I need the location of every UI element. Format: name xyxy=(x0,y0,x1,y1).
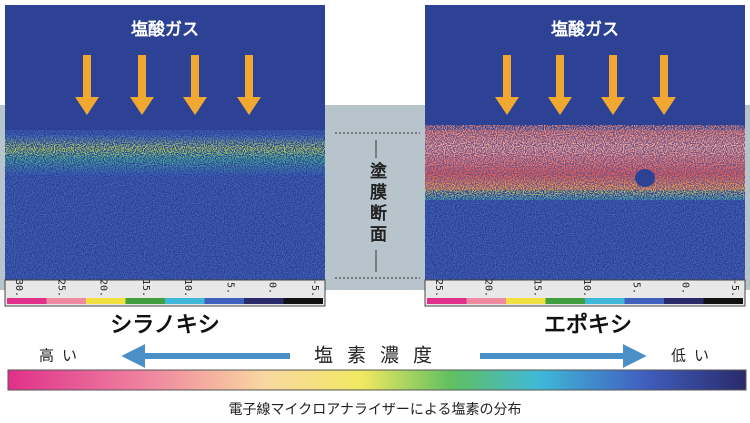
page: 塗膜断面 塩酸ガス 塩酸ガス シラノキシ エポキシ 高い 塩素濃度 低い 電子線… xyxy=(0,0,750,423)
scale-strip xyxy=(467,298,507,304)
scale-strip xyxy=(284,298,324,304)
scale-label: 20. xyxy=(482,279,493,297)
scale-strip xyxy=(427,298,467,304)
scale-strip xyxy=(205,298,245,304)
scale-strip xyxy=(625,298,665,304)
scale-label: 15. xyxy=(140,279,151,297)
legend-arrow xyxy=(128,349,290,363)
scale-strip xyxy=(704,298,744,304)
legend-low: 低い xyxy=(671,347,717,365)
scale-strip xyxy=(126,298,166,304)
legend-title: 塩素濃度 xyxy=(314,345,446,367)
scale-label: 5. xyxy=(224,282,235,294)
legend-arrow xyxy=(480,349,640,363)
scale-label: 20. xyxy=(98,279,109,297)
scale-label: -5. xyxy=(309,279,320,297)
scale-label: 15. xyxy=(532,279,543,297)
scale-label: 10. xyxy=(581,279,592,297)
gas-label: 塩酸ガス xyxy=(551,19,619,40)
panel-name: エポキシ xyxy=(544,312,632,338)
scale-label: 0. xyxy=(267,282,278,294)
left-image xyxy=(5,5,325,280)
scale-strip xyxy=(86,298,126,304)
scale-label: 0. xyxy=(680,282,691,294)
section-label: 塗膜断面 xyxy=(366,161,387,246)
figure: 塗膜断面 塩酸ガス 塩酸ガス シラノキシ エポキシ 高い 塩素濃度 低い 電子線… xyxy=(0,0,750,423)
scale-strip xyxy=(47,298,87,304)
scale-strip xyxy=(244,298,284,304)
scale-label: 25. xyxy=(55,279,66,297)
scale-strip xyxy=(585,298,625,304)
scale-label: 5. xyxy=(630,282,641,294)
scale-strip xyxy=(7,298,47,304)
gas-label: 塩酸ガス xyxy=(131,19,199,40)
scale-label: -5. xyxy=(729,279,740,297)
scale-label: 30. xyxy=(13,279,24,297)
scale-label: 25. xyxy=(433,279,444,297)
scale-strip xyxy=(506,298,546,304)
scale-strip xyxy=(546,298,586,304)
scale-label: 10. xyxy=(182,279,193,297)
caption: 電子線マイクロアナライザーによる塩素の分布 xyxy=(228,402,521,418)
scale-strip xyxy=(664,298,704,304)
panel-name: シラノキシ xyxy=(110,313,220,338)
right-image xyxy=(425,5,745,280)
scale-strip xyxy=(165,298,205,304)
color-scale xyxy=(8,370,746,390)
legend-high: 高い xyxy=(39,347,85,365)
